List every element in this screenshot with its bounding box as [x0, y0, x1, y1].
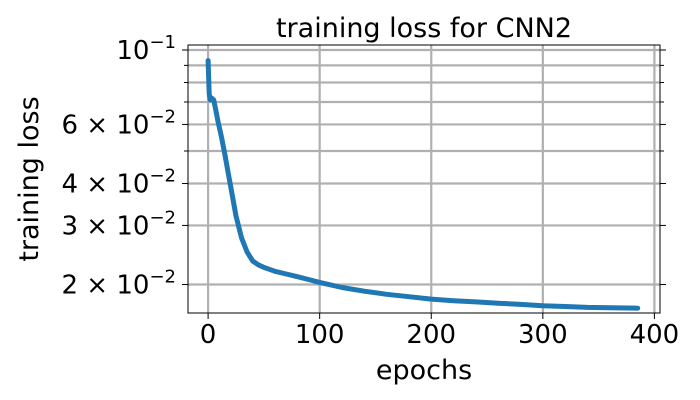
y-axis-label: training loss — [14, 96, 45, 261]
y-tick-exponent: −2 — [149, 207, 176, 228]
y-axis-ticks: 10−16 × 10−24 × 10−23 × 10−22 × 10−2 — [62, 32, 666, 301]
y-tick-mantissa: 3 × 10 — [62, 211, 150, 241]
x-axis-label: epochs — [376, 355, 472, 386]
y-tick-label: 4 × 10−2 — [62, 166, 177, 200]
y-tick-exponent: −1 — [149, 32, 176, 53]
x-tick-label: 0 — [200, 320, 217, 350]
series-layer — [205, 58, 641, 311]
plot-frame — [187, 44, 661, 314]
y-tick-exponent: −2 — [149, 166, 176, 187]
y-tick-mantissa: 6 × 10 — [62, 110, 150, 140]
x-tick-label: 100 — [295, 320, 345, 350]
grid-lines — [188, 45, 660, 313]
x-tick-label: 300 — [518, 320, 568, 350]
x-axis-ticks: 0 100 200 300 400 — [200, 313, 679, 350]
y-tick-label: 10−1 — [116, 32, 176, 66]
y-tick-exponent: −2 — [149, 106, 176, 127]
y-tick-label: 6 × 10−2 — [62, 106, 177, 140]
y-tick-mantissa: 4 × 10 — [62, 170, 150, 200]
x-tick-label: 400 — [630, 320, 680, 350]
y-tick-label: 3 × 10−2 — [62, 207, 177, 241]
y-tick-label: 2 × 10−2 — [62, 267, 177, 301]
y-tick-mantissa: 10 — [116, 36, 149, 66]
y-tick-exponent: −2 — [149, 267, 176, 288]
loss-series-line — [205, 58, 641, 311]
y-tick-mantissa: 2 × 10 — [62, 271, 150, 301]
x-tick-label: 200 — [406, 320, 456, 350]
chart-title: training loss for CNN2 — [276, 13, 572, 44]
